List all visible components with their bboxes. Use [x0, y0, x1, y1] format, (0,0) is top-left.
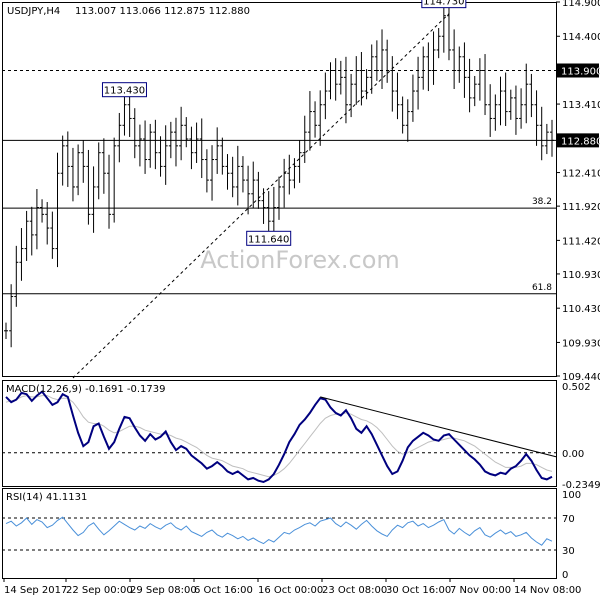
x-tick-label: 30 Oct 16:00 [386, 585, 451, 596]
level-price-box [557, 133, 599, 148]
ohlc-label: 113.007 113.066 112.875 112.880 [75, 6, 250, 17]
x-tick-label: 29 Sep 08:00 [130, 585, 197, 596]
price-y-tick-label: 113.410 [562, 100, 600, 111]
fib-level-label: 38.2 [532, 197, 552, 207]
x-tick-label: 7 Nov 00:00 [450, 585, 511, 596]
rsi-y-tick-label: 100 [562, 490, 581, 501]
x-tick-label: 23 Oct 08:00 [322, 585, 387, 596]
x-tick-label: 16 Oct 00:00 [258, 585, 323, 596]
rsi-panel-frame [2, 488, 557, 579]
price-annotation-label: 113.430 [104, 86, 145, 97]
level-price-box [557, 63, 599, 78]
macd-trendline [320, 396, 557, 458]
rsi-y-tick-label: 0 [562, 570, 568, 581]
price-annotation-label: 111.640 [248, 234, 289, 245]
price-y-tick-label: 110.430 [562, 304, 600, 315]
rsi-y-tick-label: 70 [562, 514, 575, 525]
price-annotation-box [421, 0, 467, 9]
level-price-label: 112.880 [561, 136, 600, 147]
macd-panel-frame [2, 380, 557, 487]
watermark: ActionForex.com [200, 246, 400, 274]
rsi-line [5, 516, 553, 546]
x-tick-label: 14 Nov 08:00 [514, 585, 581, 596]
price-y-tick-label: 112.410 [562, 169, 600, 180]
rsi-label: RSI(14) 41.1131 [6, 492, 87, 503]
x-tick-label: 14 Sep 2017 [4, 585, 67, 596]
x-tick-label: 22 Sep 00:00 [66, 585, 133, 596]
price-y-tick-label: 114.900 [562, 0, 600, 9]
macd-y-tick-label: 0.00 [562, 449, 584, 460]
price-annotation-box [101, 82, 147, 98]
macd-y-tick-label: 0.502 [562, 382, 591, 393]
price-y-tick-label: 111.420 [562, 236, 600, 247]
fib-level-label: 61.8 [532, 283, 552, 293]
level-price-label: 113.900 [561, 66, 600, 77]
price-y-tick-label: 114.400 [562, 32, 600, 43]
macd-y-tick-label: -0.2349 [562, 480, 600, 491]
symbol-label: USDJPY,H4 [7, 6, 60, 17]
rsi-y-tick-label: 30 [562, 546, 575, 557]
price-y-tick-label: 111.920 [562, 202, 600, 213]
x-tick-label: 6 Oct 16:00 [194, 585, 253, 596]
price-y-tick-label: 110.930 [562, 270, 600, 281]
macd-line [5, 390, 553, 484]
price-y-tick-label: 109.440 [562, 372, 600, 383]
price-annotation-label: 114.730 [423, 0, 464, 8]
macd-label: MACD(12,26,9) -0.1691 -0.1739 [6, 384, 166, 395]
price-y-tick-label: 109.930 [562, 338, 600, 349]
price-annotation-box [246, 230, 292, 246]
